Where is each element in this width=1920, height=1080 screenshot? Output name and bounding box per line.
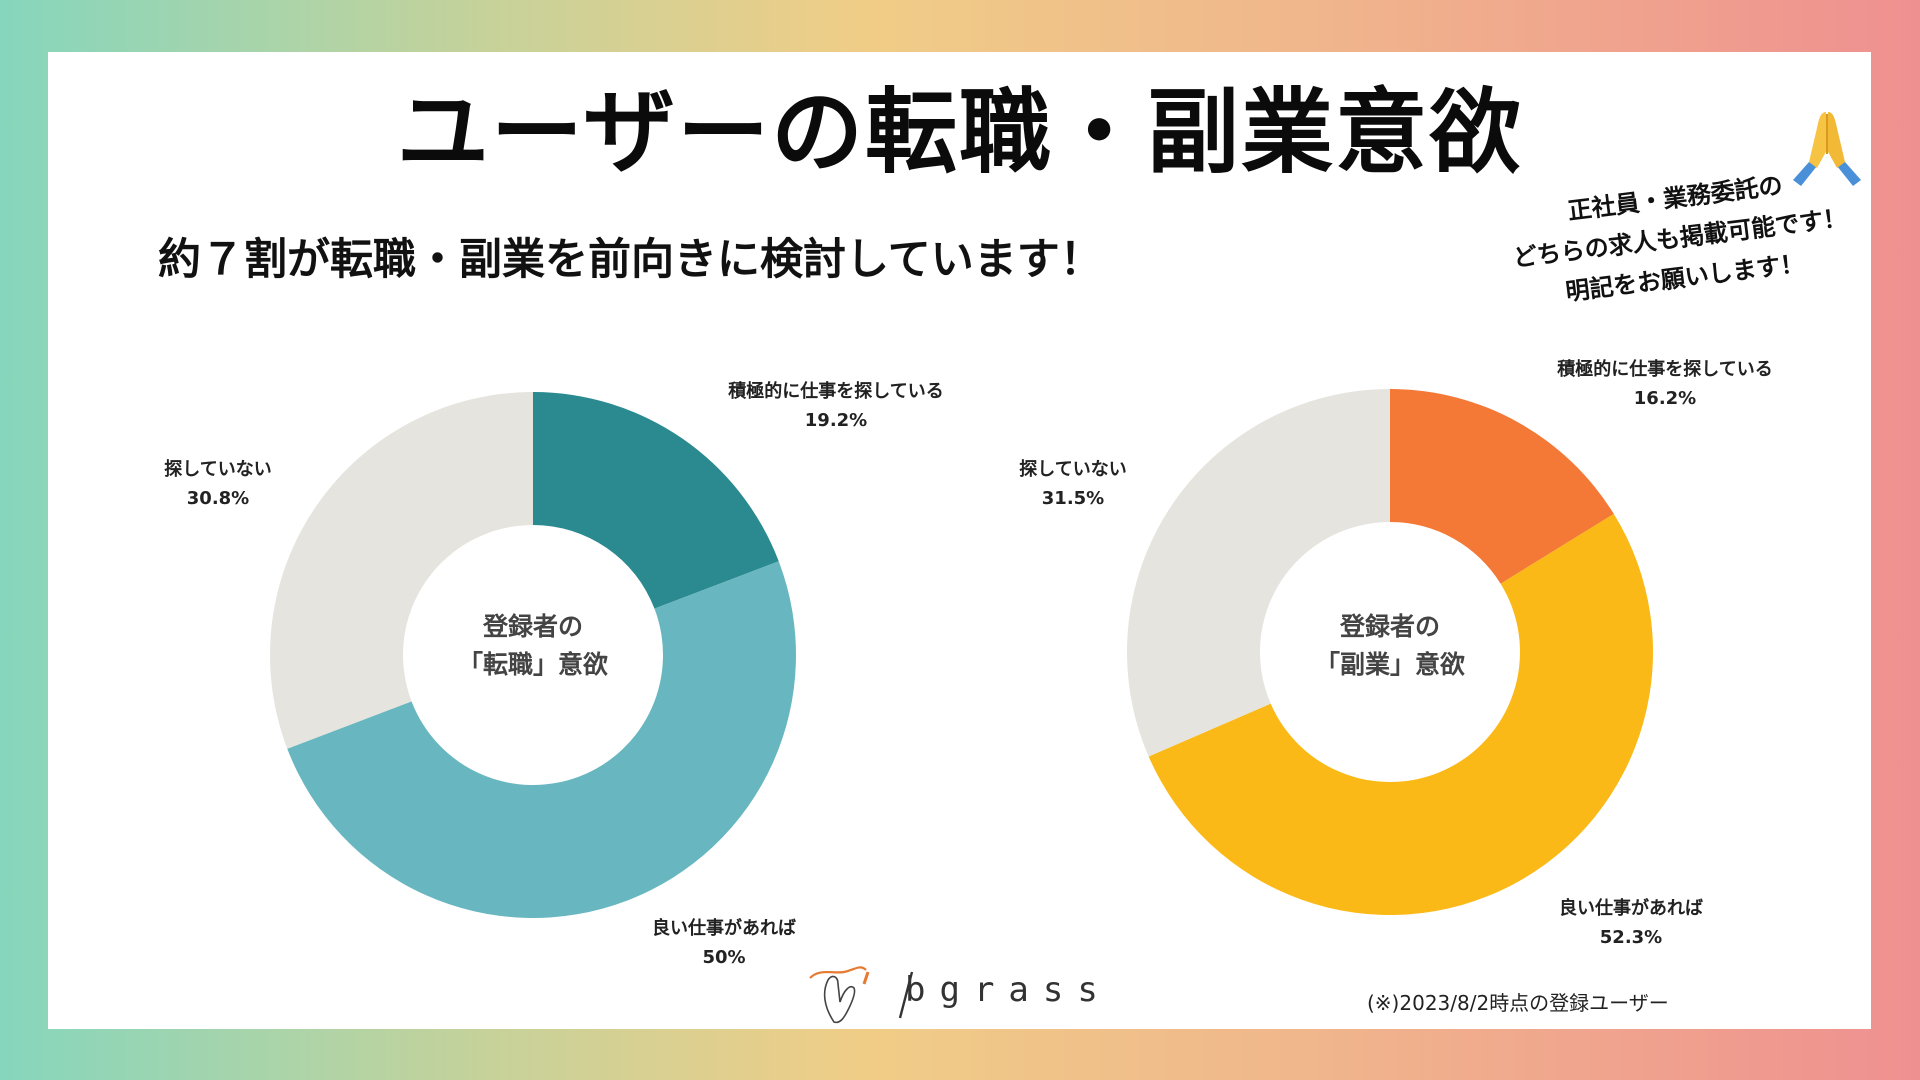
footnote: (※)2023/8/2時点の登録ユーザー — [1367, 991, 1669, 1015]
chart2-label-active-value: 16.2% — [1633, 388, 1697, 409]
chart2-slice-2 — [1148, 513, 1653, 916]
chart1-label-maybe-name: 良い仕事があれば — [652, 918, 796, 939]
chart1-label-none: 探していない 30.8% — [138, 455, 298, 513]
bgrass-logo — [809, 966, 914, 1024]
folded-hands-icon — [1793, 112, 1861, 186]
chart2-label-maybe: 良い仕事があれば 52.3% — [1526, 894, 1736, 952]
chart1-center-label: 登録者の 「転職」意欲 — [393, 608, 673, 684]
chart2-label-none-name: 探していない — [1019, 459, 1127, 480]
chart2-slice-3 — [1127, 389, 1390, 757]
chart2-label-maybe-value: 52.3% — [1599, 927, 1663, 948]
chart1-label-active: 積極的に仕事を探している 19.2% — [706, 377, 966, 435]
chart2-label-maybe-name: 良い仕事があれば — [1559, 898, 1703, 919]
chart1-label-none-name: 探していない — [164, 459, 272, 480]
chart1-label-maybe: 良い仕事があれば 50% — [619, 914, 829, 972]
chart1-slice-3 — [270, 392, 533, 749]
chart2-center-line-1: 登録者の — [1339, 612, 1440, 641]
slide-title: ユーザーの転職・副業意欲 — [396, 79, 1524, 186]
chart2-center-line-2: 「副業」意欲 — [1314, 650, 1465, 679]
chart2-label-active-name: 積極的に仕事を探している — [1557, 359, 1773, 380]
brand-wordmark: bgrass — [905, 970, 1112, 1010]
slide-subtitle: 約７割が転職・副業を前向きに検討しています！ — [158, 235, 1103, 285]
chart2-center-label: 登録者の 「副業」意欲 — [1250, 608, 1530, 684]
chart1-label-active-value: 19.2% — [804, 410, 868, 431]
chart1-label-none-value: 30.8% — [186, 488, 250, 509]
chart2-slice-1 — [1390, 389, 1614, 584]
chart2-label-none: 探していない 31.5% — [993, 455, 1153, 513]
chart1-label-maybe-value: 50% — [702, 947, 746, 968]
chart1-center-line-2: 「転職」意欲 — [457, 650, 608, 679]
chart1-slice-1 — [533, 392, 779, 609]
chart2-label-active: 積極的に仕事を探している 16.2% — [1535, 355, 1795, 413]
chart1-slice-2 — [287, 561, 796, 918]
chart1-label-active-name: 積極的に仕事を探している — [728, 381, 944, 402]
chart1-center-line-1: 登録者の — [482, 612, 583, 641]
chart2-label-none-value: 31.5% — [1041, 488, 1105, 509]
